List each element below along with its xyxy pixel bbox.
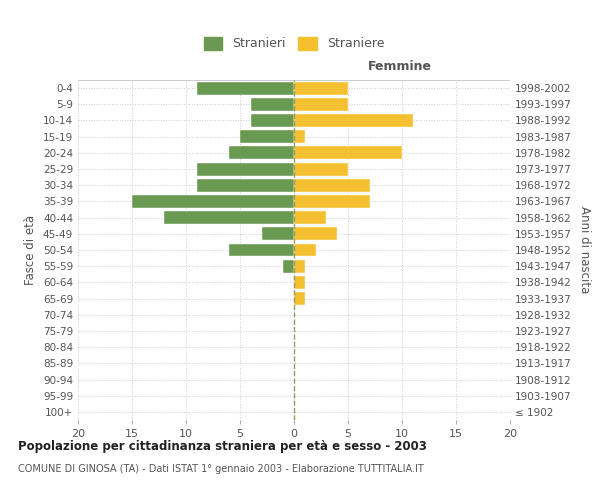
Bar bbox=[294, 179, 370, 192]
Bar bbox=[251, 98, 294, 111]
Bar bbox=[294, 244, 316, 256]
Bar bbox=[164, 211, 294, 224]
Bar bbox=[294, 292, 305, 305]
Bar bbox=[197, 179, 294, 192]
Text: Popolazione per cittadinanza straniera per età e sesso - 2003: Popolazione per cittadinanza straniera p… bbox=[18, 440, 427, 453]
Legend: Stranieri, Straniere: Stranieri, Straniere bbox=[199, 32, 389, 56]
Bar bbox=[240, 130, 294, 143]
Bar bbox=[294, 146, 402, 160]
Bar bbox=[294, 260, 305, 272]
Text: COMUNE DI GINOSA (TA) - Dati ISTAT 1° gennaio 2003 - Elaborazione TUTTITALIA.IT: COMUNE DI GINOSA (TA) - Dati ISTAT 1° ge… bbox=[18, 464, 424, 474]
Bar bbox=[294, 82, 348, 94]
Bar bbox=[294, 211, 326, 224]
Y-axis label: Fasce di età: Fasce di età bbox=[25, 215, 37, 285]
Bar bbox=[262, 228, 294, 240]
Bar bbox=[283, 260, 294, 272]
Bar bbox=[294, 130, 305, 143]
Bar bbox=[132, 195, 294, 208]
Bar bbox=[197, 162, 294, 175]
Bar bbox=[294, 114, 413, 127]
Bar bbox=[229, 244, 294, 256]
Y-axis label: Anni di nascita: Anni di nascita bbox=[578, 206, 591, 294]
Bar bbox=[294, 276, 305, 289]
Bar bbox=[229, 146, 294, 160]
Bar bbox=[294, 195, 370, 208]
Bar bbox=[197, 82, 294, 94]
Text: Femmine: Femmine bbox=[368, 60, 432, 73]
Bar bbox=[294, 98, 348, 111]
Bar bbox=[294, 162, 348, 175]
Bar bbox=[251, 114, 294, 127]
Bar bbox=[294, 228, 337, 240]
